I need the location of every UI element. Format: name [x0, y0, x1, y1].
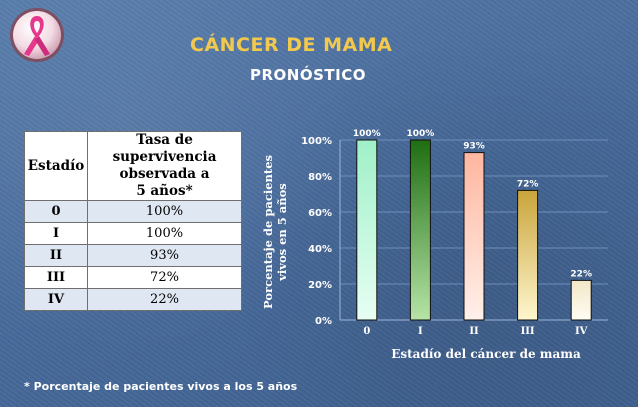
x-tick-label: IV	[575, 326, 588, 337]
data-label: 93%	[463, 142, 485, 152]
survival-table: Estadío Tasa de supervivencia observada …	[24, 131, 242, 311]
y-tick-label: 0%	[315, 316, 332, 327]
y-tick-label: 20%	[308, 280, 332, 291]
table-row: II 93%	[24, 244, 242, 267]
y-tick-label: 80%	[308, 172, 332, 183]
footnote: * Porcentaje de pacientes vivos a los 5 …	[24, 380, 298, 393]
page-title: CÁNCER DE MAMA	[190, 34, 393, 56]
y-axis-title-line: Porcentaje de pacientes	[261, 155, 275, 309]
data-label: 100%	[406, 129, 434, 139]
bar	[463, 152, 485, 321]
table-row: III 72%	[24, 266, 242, 289]
rate-cell: 100%	[87, 222, 242, 245]
rate-header-line: 5 años*	[136, 183, 193, 199]
stage-cell: I	[24, 222, 88, 245]
bar	[570, 279, 592, 321]
data-label: 22%	[570, 269, 592, 279]
table-row: IV 22%	[24, 288, 242, 311]
stage-cell: 0	[24, 200, 88, 223]
data-label: 72%	[517, 179, 539, 189]
bar	[517, 189, 539, 321]
rate-cell: 93%	[87, 244, 242, 267]
stage-column-header: Estadío	[24, 131, 88, 201]
table-row: 0 100%	[24, 200, 242, 223]
x-axis-title: Estadío del cáncer de mama	[391, 347, 581, 361]
bar	[356, 139, 378, 321]
page-subtitle: PRONÓSTICO	[250, 66, 366, 84]
rate-cell: 72%	[87, 266, 242, 289]
rate-cell: 100%	[87, 200, 242, 223]
x-tick-label: I	[418, 326, 423, 337]
y-tick-label: 40%	[308, 244, 332, 255]
survival-bar-chart: 0% 20% 40% 60% 80% 100% 100% 0 100% I 93% II 72% III 2…	[261, 129, 608, 361]
rate-header-line: Tasa de	[136, 132, 193, 148]
rate-column-header: Tasa de supervivencia observada a 5 años…	[87, 131, 242, 201]
y-tick-label: 60%	[308, 208, 332, 219]
stage-cell: III	[24, 266, 88, 289]
stage-cell: II	[24, 244, 88, 267]
pink-ribbon-logo	[10, 8, 64, 62]
bar	[409, 139, 431, 321]
stage-cell: IV	[24, 288, 88, 311]
rate-cell: 22%	[87, 288, 242, 311]
rate-header-line: supervivencia	[112, 149, 217, 165]
rate-header-line: observada a	[119, 166, 210, 182]
x-tick-label: II	[469, 326, 479, 337]
x-tick-label: III	[521, 326, 535, 337]
data-label: 100%	[353, 129, 381, 139]
y-axis-title-line: vivos en 5 años	[275, 183, 289, 282]
x-tick-label: 0	[363, 326, 370, 337]
y-tick-label: 100%	[301, 136, 332, 147]
table-row: I 100%	[24, 222, 242, 245]
